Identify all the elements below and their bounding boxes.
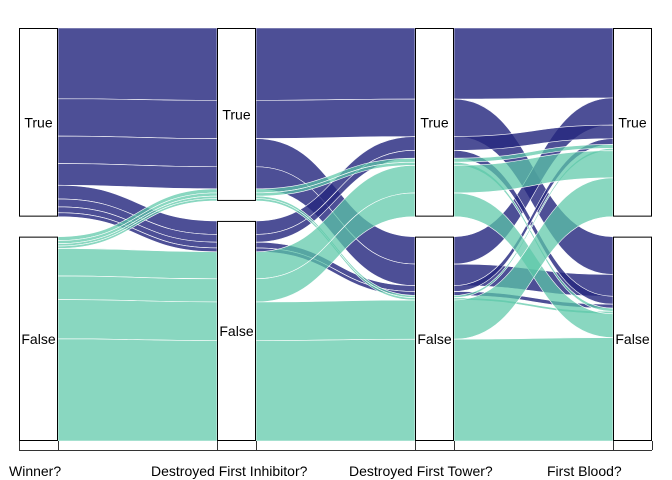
flow-true-true-false-true-seg1 xyxy=(57,135,218,168)
stratum-label-winner-false: False xyxy=(21,331,55,347)
flows-layer xyxy=(57,27,614,442)
x-tick-label-first-blood: First Blood? xyxy=(547,463,622,479)
stratum-destroyed-first-tower-false xyxy=(415,236,454,441)
flow-false-false-false-true-seg1 xyxy=(57,299,218,341)
flow-true-true-true-true-seg1 xyxy=(57,27,218,101)
flow-false-false-false-false-seg3 xyxy=(453,337,614,442)
x-tick-label-destroyed-first-tower: Destroyed First Tower? xyxy=(349,463,493,479)
flow-true-true-true-true-seg3 xyxy=(453,27,614,100)
stratum-label-first-blood-true: True xyxy=(618,114,646,130)
stratum-first-blood-false xyxy=(613,236,652,441)
stratum-winner-true xyxy=(19,28,58,217)
strata-layer: True False True False True False True False xyxy=(19,28,652,441)
stratum-destroyed-first-tower-true xyxy=(415,28,454,217)
flow-true-true-true-false-seg1 xyxy=(57,98,218,139)
flow-false-false-false-false-seg2 xyxy=(255,338,416,442)
flow-false-false-true-false-seg1 xyxy=(57,275,218,303)
x-tick-label-winner: Winner? xyxy=(9,463,61,479)
flow-true-true-false-false-seg1 xyxy=(57,163,218,190)
stratum-label-destroyed-first-inhibitor-false: False xyxy=(219,323,253,339)
stratum-destroyed-first-inhibitor-false xyxy=(217,220,256,441)
stratum-winner-false xyxy=(19,236,58,441)
x-tick-label-destroyed-first-inhibitor: Destroyed First Inhibitor? xyxy=(151,463,308,479)
flow-true-true-true-true-seg2 xyxy=(255,27,416,101)
flow-false-false-false-false-seg1 xyxy=(57,338,218,442)
stratum-label-destroyed-first-tower-true: True xyxy=(420,114,448,130)
stratum-label-destroyed-first-inhibitor-true: True xyxy=(222,106,250,122)
stratum-destroyed-first-inhibitor-true xyxy=(217,28,256,201)
flow-false-false-true-true-seg1 xyxy=(57,248,218,280)
stratum-first-blood-true xyxy=(613,28,652,217)
flow-false-false-false-true-seg2 xyxy=(255,299,416,341)
flow-true-true-true-false-seg2 xyxy=(255,98,416,139)
stratum-label-winner-true: True xyxy=(24,114,52,130)
stratum-label-destroyed-first-tower-false: False xyxy=(417,331,451,347)
x-axis: Winner? Destroyed First Inhibitor? Destroy… xyxy=(9,441,653,479)
stratum-label-first-blood-false: False xyxy=(615,331,649,347)
